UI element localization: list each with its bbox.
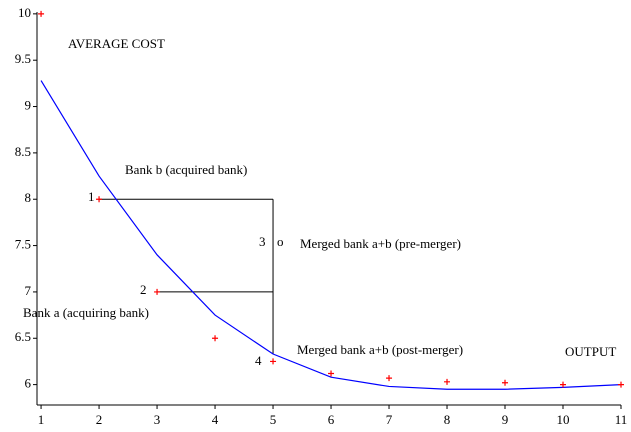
- x-tick-label: 4: [212, 412, 219, 427]
- x-tick-label: 9: [502, 412, 509, 427]
- y-tick-label: 7.5: [15, 237, 31, 252]
- marker: [618, 381, 624, 388]
- annotation: Bank b (acquired bank): [125, 162, 247, 177]
- marker: [212, 335, 219, 342]
- marker: [502, 379, 509, 386]
- y-tick-label: 8: [25, 190, 32, 205]
- x-tick-label: 5: [270, 412, 277, 427]
- y-axis-label: AVERAGE COST: [68, 36, 165, 51]
- line: [40, 80, 622, 390]
- marker: [270, 358, 277, 365]
- annotation: o: [277, 234, 284, 249]
- x-tick-label: 6: [328, 412, 335, 427]
- x-tick-label: 10: [557, 412, 570, 427]
- annotation: Bank a (acquiring bank): [23, 305, 149, 320]
- y-tick-label: 6: [25, 376, 32, 391]
- x-tick-label: 2: [96, 412, 103, 427]
- marker: [96, 196, 103, 203]
- marker: [38, 10, 45, 17]
- marker: [386, 375, 393, 382]
- y-tick-label: 6.5: [15, 329, 31, 344]
- x-tick-label: 3: [154, 412, 161, 427]
- x-tick-label: 7: [386, 412, 393, 427]
- x-axis-label: OUTPUT: [565, 344, 616, 359]
- x-tick-label: 1: [38, 412, 45, 427]
- marker: [154, 288, 161, 295]
- y-tick-label: 10: [18, 5, 31, 20]
- annotation: 3: [259, 234, 266, 249]
- marker: [444, 378, 451, 385]
- annotation: 2: [140, 282, 147, 297]
- y-tick-label: 7: [25, 283, 32, 298]
- annotation: 4: [255, 353, 262, 368]
- marker: [560, 381, 567, 388]
- annotation: 1: [88, 189, 95, 204]
- x-tick-label: 11: [615, 412, 628, 427]
- x-tick-label: 8: [444, 412, 451, 427]
- y-tick-label: 9: [25, 98, 32, 113]
- y-tick-label: 9.5: [15, 51, 31, 66]
- y-tick-label: 8.5: [15, 144, 31, 159]
- annotation: Merged bank a+b (pre-merger): [300, 236, 461, 251]
- annotation: Merged bank a+b (post-merger): [297, 342, 463, 357]
- marker: [328, 370, 335, 377]
